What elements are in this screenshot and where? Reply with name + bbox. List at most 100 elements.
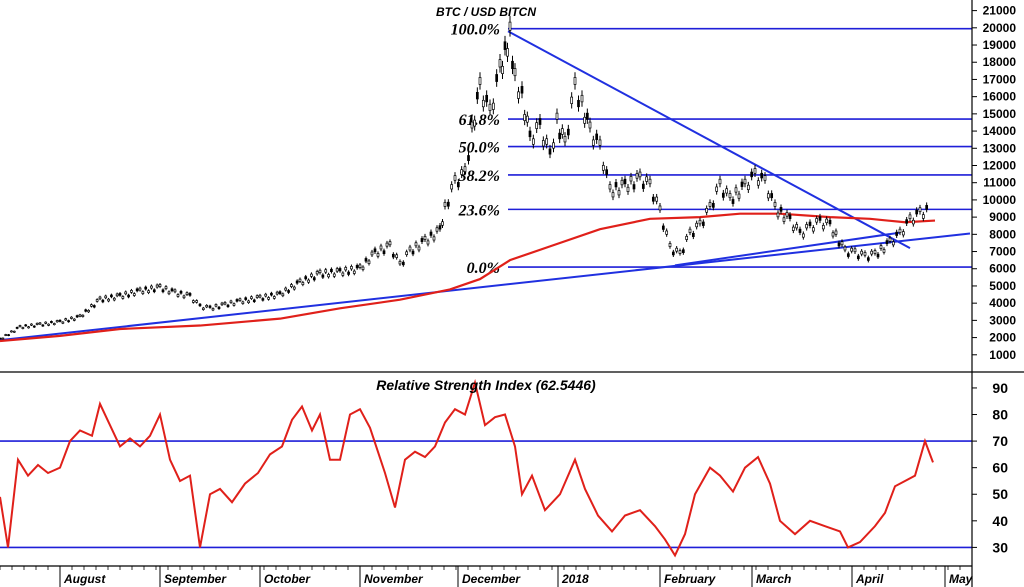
candle-body	[244, 297, 248, 300]
candle-body	[61, 321, 65, 324]
candle-body	[170, 288, 174, 292]
candle-body	[290, 284, 293, 287]
candle-body	[138, 287, 142, 291]
candle-body	[24, 324, 28, 327]
candle-body	[641, 183, 645, 189]
candle-body	[405, 251, 409, 256]
candle-body	[891, 241, 895, 246]
candle-body	[118, 293, 122, 296]
candle-body	[250, 296, 253, 299]
candle-body	[330, 268, 333, 273]
candle-body	[370, 251, 374, 256]
candle-body	[429, 231, 433, 236]
candle-body	[18, 325, 22, 328]
candle-body	[475, 91, 479, 100]
candle-body	[467, 155, 470, 161]
candle-body	[658, 205, 662, 211]
candle-body	[463, 166, 467, 172]
candle-body	[47, 323, 50, 326]
candle-body	[41, 324, 45, 327]
candle-body	[355, 265, 359, 269]
candle-body	[860, 250, 864, 255]
candle-body	[601, 165, 605, 171]
candle-body	[358, 264, 362, 268]
candle-body	[338, 268, 342, 272]
candle-body	[453, 175, 457, 181]
candle-body	[879, 245, 883, 249]
candle-body	[746, 184, 750, 190]
price-y-tick-label: 12000	[983, 158, 1017, 172]
candle-body	[0, 337, 2, 340]
candle-body	[595, 133, 599, 140]
candle-body	[908, 214, 912, 219]
candle-body	[182, 295, 186, 299]
candle-body	[520, 86, 524, 94]
candle-body	[179, 290, 183, 294]
candle-body	[701, 221, 705, 226]
candle-body	[107, 298, 110, 302]
candle-body	[84, 309, 88, 312]
candle-body	[21, 327, 25, 329]
candle-body	[876, 253, 880, 258]
candle-body	[229, 300, 233, 303]
candle-body	[127, 294, 130, 298]
candle-body	[915, 209, 919, 215]
candle-body	[30, 323, 33, 326]
candle-body	[398, 260, 402, 265]
candle-body	[78, 314, 82, 317]
candle-body	[261, 298, 265, 301]
candle-body	[267, 297, 270, 300]
candle-body	[661, 225, 665, 230]
candle-body	[191, 300, 195, 303]
candle-body	[776, 212, 780, 218]
candle-body	[828, 219, 832, 225]
candle-body	[882, 249, 886, 253]
fib-label: 61.8%	[459, 112, 500, 129]
candle-body	[185, 292, 189, 295]
candle-body	[782, 217, 786, 222]
candle-body	[173, 289, 177, 293]
candle-body	[241, 301, 245, 304]
candle-body	[15, 327, 19, 329]
candle-body	[104, 295, 108, 299]
candle-body	[158, 284, 162, 287]
candle-body	[655, 196, 659, 202]
candle-body	[681, 249, 685, 253]
candle-body	[247, 300, 250, 303]
candle-body	[307, 279, 310, 283]
candle-body	[335, 268, 339, 272]
candle-body	[632, 184, 636, 190]
candle-body	[840, 241, 844, 246]
candle-body	[773, 202, 777, 207]
rsi-y-tick-label: 60	[992, 460, 1008, 476]
rsi-y-tick-label: 30	[992, 539, 1008, 555]
candle-body	[545, 138, 549, 145]
candle-body	[563, 136, 567, 143]
candle-body	[925, 205, 929, 210]
candle-body	[918, 207, 922, 213]
candle-body	[12, 330, 16, 333]
candle-body	[112, 297, 116, 301]
price-y-tick-label: 5000	[989, 279, 1016, 293]
candle-body	[870, 250, 874, 255]
candle-body	[675, 247, 679, 252]
candle-body	[376, 253, 380, 257]
candle-body	[763, 175, 767, 181]
x-axis: August September October November December 20…	[0, 566, 974, 587]
price-panel: 1000 2000 3000 4000 5000 6000 7000 8000 9000 1000…	[0, 4, 1016, 362]
candle-body	[863, 252, 867, 256]
candle-body	[55, 320, 59, 323]
candle-body	[312, 277, 316, 281]
candle-body	[856, 255, 860, 260]
candle-body	[438, 225, 442, 230]
candle-body	[825, 218, 829, 224]
price-y-tick-label: 2000	[989, 331, 1016, 345]
rsi-y-tick-label: 90	[992, 380, 1008, 396]
candle-body	[132, 293, 136, 296]
candle-body	[552, 142, 555, 149]
candle-body	[548, 148, 552, 155]
candle-body	[395, 254, 399, 258]
candle-body	[446, 201, 450, 207]
candle-body	[44, 321, 48, 324]
candle-body	[35, 322, 39, 325]
